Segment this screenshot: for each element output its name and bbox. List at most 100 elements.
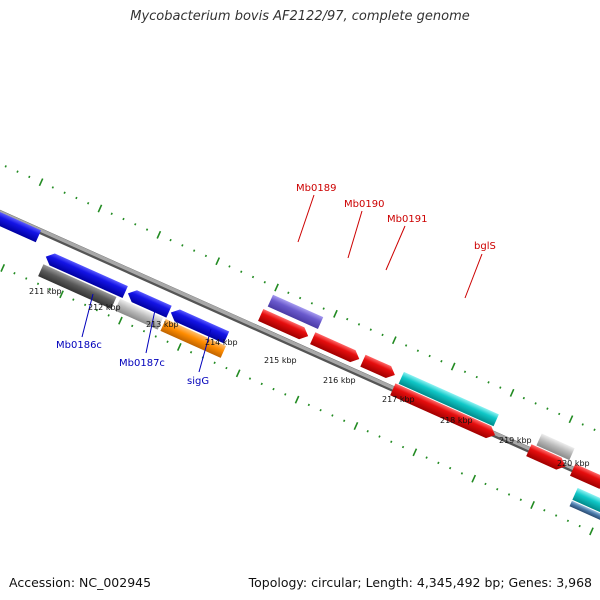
minor-tick xyxy=(240,270,243,273)
scale-label-218: 218 kbp xyxy=(440,416,473,425)
minor-tick xyxy=(578,524,581,528)
major-tick xyxy=(97,204,103,213)
minor-tick xyxy=(484,482,487,486)
minor-tick xyxy=(487,381,490,384)
minor-tick xyxy=(83,303,87,307)
gene-feature-steel[interactable] xyxy=(569,500,600,523)
minor-tick xyxy=(401,445,405,449)
minor-tick xyxy=(593,428,596,431)
minor-tick xyxy=(154,335,157,338)
minor-tick xyxy=(546,407,549,410)
minor-tick xyxy=(181,244,184,247)
minor-tick xyxy=(122,217,125,221)
minor-tick xyxy=(134,223,137,226)
scale-label-213: 213 kbp xyxy=(146,320,179,329)
scale-label-216: 216 kbp xyxy=(323,376,356,385)
major-tick xyxy=(294,395,300,404)
minor-tick xyxy=(460,472,464,475)
gene-label-bgls[interactable]: bglS xyxy=(474,241,496,252)
minor-tick xyxy=(507,493,511,496)
tick-row-upper xyxy=(4,165,596,431)
major-tick xyxy=(353,422,359,430)
scale-labels: 211 kbp 212 kbp 213 kbp 214 kbp 215 kbp … xyxy=(29,287,590,468)
major-tick xyxy=(235,369,241,378)
minor-tick xyxy=(425,456,428,459)
gene-label-mb0187c[interactable]: Mb0187c xyxy=(119,358,165,369)
minor-tick xyxy=(310,302,314,305)
major-tick xyxy=(118,316,123,325)
minor-tick xyxy=(142,329,146,333)
gene-mb0187c-feature[interactable] xyxy=(114,298,164,330)
minor-tick xyxy=(404,344,408,347)
gene-forward-feature[interactable] xyxy=(526,444,568,472)
gene-mb0189-feature[interactable] xyxy=(267,294,324,330)
gene-label-mb0189[interactable]: Mb0189 xyxy=(296,183,336,194)
gene-label-sigg[interactable]: sigG xyxy=(187,376,209,387)
minor-tick xyxy=(287,291,290,295)
minor-tick xyxy=(107,314,110,317)
minor-tick xyxy=(260,382,263,386)
minor-tick xyxy=(16,170,19,173)
gene-feature-cyan[interactable] xyxy=(572,487,600,517)
leader-line-mb0190 xyxy=(347,210,363,259)
accession-text: Accession: NC_002945 xyxy=(9,575,152,590)
gene-reverse-feature[interactable] xyxy=(168,307,230,344)
gene-reverse-feature[interactable] xyxy=(0,187,42,243)
gene-reverse-feature[interactable] xyxy=(43,251,128,299)
leader-line-mb0189 xyxy=(297,194,315,243)
leader-line-mb0191 xyxy=(385,225,406,271)
minor-tick xyxy=(48,287,51,291)
gene-sigg-feature[interactable] xyxy=(160,319,226,358)
minor-tick xyxy=(554,514,558,517)
gene-mb0190-feature[interactable] xyxy=(258,308,311,342)
gene-labels: Mb0189 Mb0190 Mb0191 bglS Mb0186c Mb0187… xyxy=(56,183,496,387)
scale-label-215: 215 kbp xyxy=(264,356,297,365)
minor-tick xyxy=(193,249,196,252)
minor-tick xyxy=(343,419,346,422)
minor-tick xyxy=(307,403,310,407)
major-tick xyxy=(589,527,594,536)
gene-forward-feature[interactable] xyxy=(390,383,498,441)
minor-tick xyxy=(251,275,255,279)
minor-tick xyxy=(4,165,7,168)
minor-tick xyxy=(298,296,302,300)
scale-label-212: 212 kbp xyxy=(88,303,121,312)
leader-lines xyxy=(81,194,483,373)
leader-line-mb0186c xyxy=(81,293,94,338)
gene-label-mb0191[interactable]: Mb0191 xyxy=(387,214,427,225)
major-tick xyxy=(471,474,477,483)
gene-label-mb0190[interactable]: Mb0190 xyxy=(344,199,384,210)
minor-tick xyxy=(51,186,54,189)
gene-bgls-feature[interactable] xyxy=(398,371,499,427)
minor-tick xyxy=(25,277,28,280)
minor-tick xyxy=(284,393,287,396)
minor-tick xyxy=(463,370,467,374)
gene-mb0186c-feature[interactable] xyxy=(38,264,117,309)
minor-tick xyxy=(390,440,393,444)
major-tick xyxy=(450,362,456,371)
minor-tick xyxy=(357,323,361,326)
gene-mb0191-feature[interactable] xyxy=(360,354,397,381)
gene-pseudogene-feature[interactable] xyxy=(536,433,575,461)
major-tick xyxy=(391,336,397,345)
minor-tick xyxy=(169,238,172,242)
major-tick xyxy=(333,309,338,318)
major-tick xyxy=(274,283,279,292)
gene-reverse-feature[interactable] xyxy=(125,287,172,318)
minor-tick xyxy=(213,361,216,365)
gene-forward-feature[interactable] xyxy=(569,463,600,492)
major-tick xyxy=(38,178,44,187)
minor-tick xyxy=(248,377,252,380)
minor-tick xyxy=(189,351,193,354)
minor-tick xyxy=(166,340,169,343)
scale-label-211: 211 kbp xyxy=(29,287,62,296)
minor-tick xyxy=(204,254,208,258)
minor-tick xyxy=(534,402,537,405)
gene-label-mb0186c[interactable]: Mb0186c xyxy=(56,340,102,351)
minor-tick xyxy=(95,308,99,312)
minor-tick xyxy=(566,519,570,523)
genome-summary-text: Topology: circular; Length: 4,345,492 bp… xyxy=(248,575,592,590)
minor-tick xyxy=(322,307,325,310)
gene-forward-feature[interactable] xyxy=(310,332,362,365)
